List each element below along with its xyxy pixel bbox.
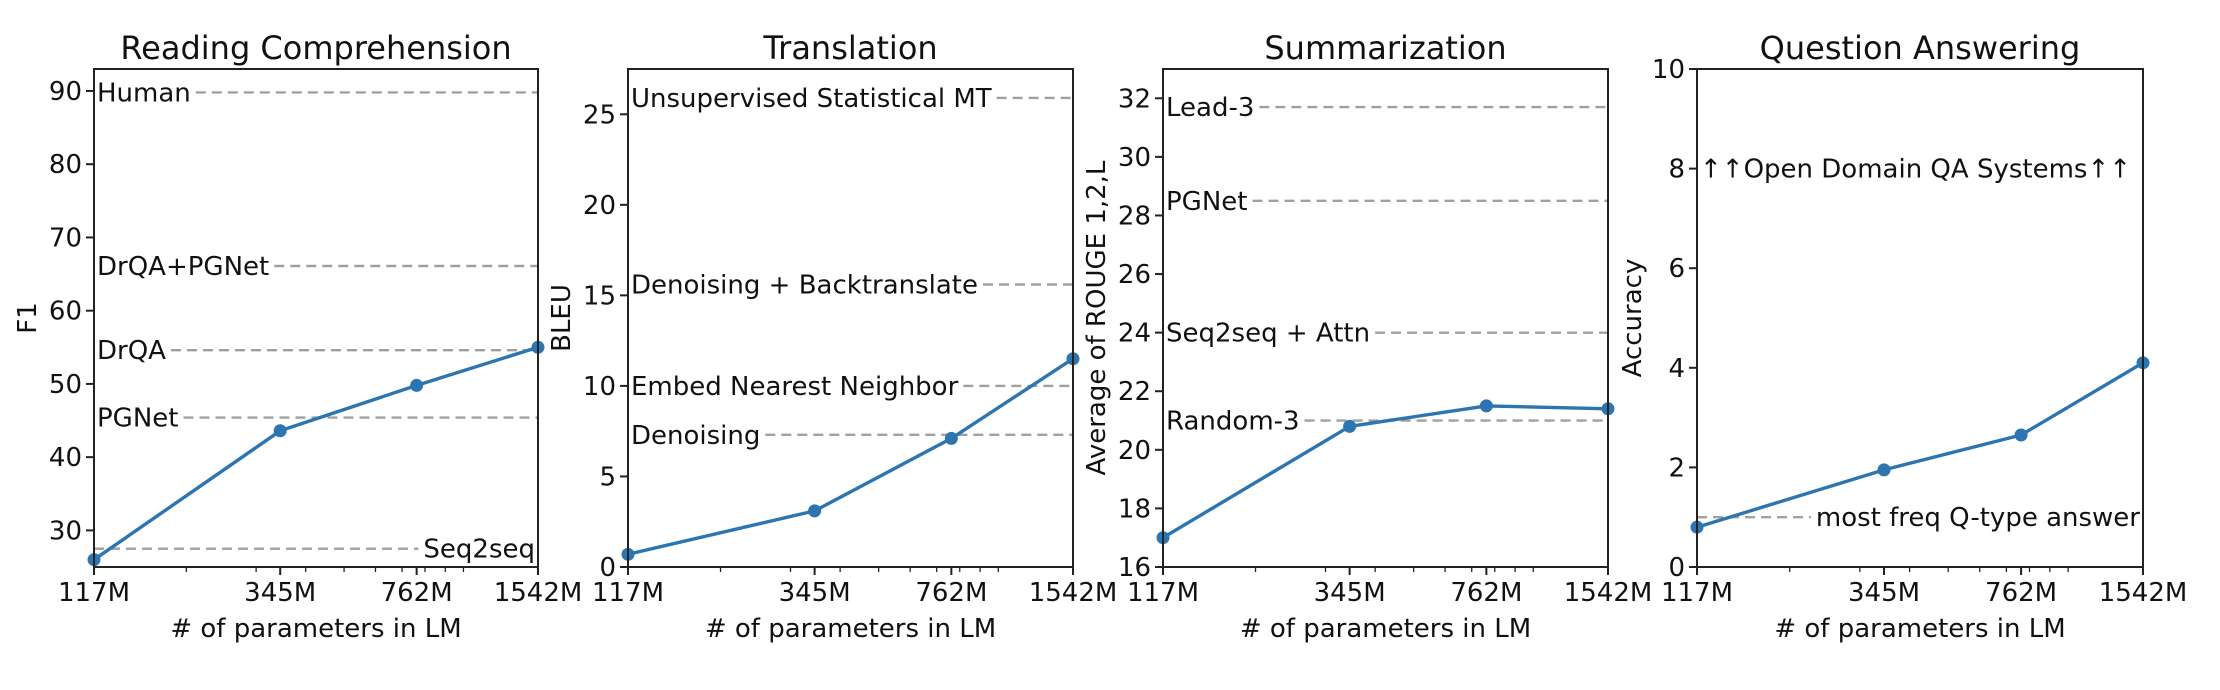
reference-label: Denoising + Backtranslate	[631, 270, 978, 300]
y-tick-label: 8	[1668, 155, 1685, 185]
x-tick-label: 117M	[1661, 578, 1733, 608]
y-tick-label: 10	[583, 372, 616, 402]
reference-label: DrQA	[97, 336, 166, 366]
chart-title: Summarization	[1264, 29, 1506, 67]
y-tick-label: 16	[1118, 553, 1151, 583]
x-tick-label: 117M	[592, 578, 664, 608]
y-tick-label: 22	[1118, 377, 1151, 407]
y-axis-label: Accuracy	[1618, 259, 1648, 378]
reference-label: Unsupervised Statistical MT	[631, 84, 992, 114]
y-tick-label: 30	[49, 516, 82, 546]
chart-title: Translation	[762, 29, 937, 67]
x-tick-label: 345M	[244, 578, 316, 608]
y-tick-label: 20	[1118, 436, 1151, 466]
plot-frame	[93, 68, 539, 568]
reference-label: Human	[97, 78, 191, 108]
reference-label: Embed Nearest Neighbor	[631, 372, 959, 402]
reference-label: DrQA+PGNet	[97, 252, 269, 282]
chart-panel-4: most freq Q-type answer ↑↑Open Domain QA …	[1618, 29, 2187, 644]
y-tick-label: 26	[1118, 260, 1151, 290]
y-axis-label: F1	[13, 302, 43, 334]
y-tick-label: 30	[1118, 143, 1151, 173]
y-tick-label: 25	[583, 100, 616, 130]
y-tick-label: 6	[1668, 254, 1685, 284]
chart-panel-3: Lead-3 PGNet Seq2seq + Attn Random-3 16 18 20 2…	[1082, 29, 1652, 644]
x-tick-label: 762M	[1985, 578, 2057, 608]
y-tick-label: 15	[583, 281, 616, 311]
y-tick-label: 18	[1118, 494, 1151, 524]
y-tick-label: 4	[1668, 354, 1685, 384]
annotation-label: ↑↑Open Domain QA Systems↑↑	[1700, 155, 2131, 185]
reference-label: Random-3	[1166, 407, 1300, 437]
series-line	[627, 357, 1074, 556]
y-tick-label: 70	[49, 223, 82, 253]
chart-panel-2: Unsupervised Statistical MT Denoising + B…	[547, 29, 1117, 644]
data-point	[944, 431, 958, 445]
series-line	[1162, 404, 1609, 540]
x-tick-label: 117M	[58, 578, 130, 608]
series-line	[1696, 361, 2144, 529]
series-line	[93, 345, 539, 562]
data-point	[273, 424, 287, 438]
y-tick-label: 28	[1118, 201, 1151, 231]
data-point	[1343, 419, 1357, 433]
y-tick-label: 32	[1118, 84, 1151, 114]
x-tick-label: 1542M	[2099, 578, 2188, 608]
y-tick-label: 20	[583, 191, 616, 221]
plot-frame	[1162, 68, 1609, 568]
y-axis-label: BLEU	[547, 284, 577, 352]
y-tick-label: 80	[49, 150, 82, 180]
data-point	[410, 378, 424, 392]
reference-label: Lead-3	[1166, 93, 1254, 123]
reference-label: PGNet	[97, 404, 178, 434]
plot-frame	[627, 68, 1074, 568]
data-point	[2014, 428, 2028, 442]
x-tick-label: 1542M	[494, 578, 583, 608]
plot-frame	[1696, 68, 2144, 568]
x-tick-label: 1542M	[1564, 578, 1653, 608]
x-axis-label: # of parameters in LM	[1240, 614, 1531, 644]
reference-label: PGNet	[1166, 187, 1247, 217]
x-tick-label: 345M	[1314, 578, 1386, 608]
chart-title: Question Answering	[1760, 29, 2081, 67]
reference-label: Seq2seq + Attn	[1166, 319, 1370, 349]
y-tick-label: 60	[49, 297, 82, 327]
data-point	[1877, 463, 1891, 477]
y-tick-label: 24	[1118, 319, 1151, 349]
x-axis-label: # of parameters in LM	[1774, 614, 2065, 644]
y-tick-label: 10	[1652, 55, 1685, 85]
chart-panel-1: Human DrQA+PGNet DrQA PGNet Seq2seq 30 40 50 60 7…	[13, 29, 582, 644]
x-tick-label: 1542M	[1029, 578, 1118, 608]
reference-label: Seq2seq	[423, 535, 535, 565]
reference-label: most freq Q-type answer	[1816, 503, 2140, 533]
y-axis-label: Average of ROUGE 1,2,L	[1082, 160, 1112, 475]
x-tick-label: 345M	[1848, 578, 1920, 608]
x-tick-label: 117M	[1127, 578, 1199, 608]
y-tick-label: 0	[599, 553, 616, 583]
y-tick-label: 0	[1668, 553, 1685, 583]
y-tick-label: 2	[1668, 453, 1685, 483]
y-tick-label: 50	[49, 370, 82, 400]
reference-label: Denoising	[631, 421, 760, 451]
y-tick-label: 90	[49, 77, 82, 107]
x-axis-label: # of parameters in LM	[170, 614, 461, 644]
chart-title: Reading Comprehension	[120, 29, 511, 67]
x-axis-label: # of parameters in LM	[705, 614, 996, 644]
y-tick-label: 40	[49, 443, 82, 473]
x-tick-label: 762M	[1450, 578, 1522, 608]
x-tick-label: 762M	[915, 578, 987, 608]
y-tick-label: 5	[599, 462, 616, 492]
x-tick-label: 762M	[381, 578, 453, 608]
data-point	[808, 504, 822, 518]
data-point	[1479, 399, 1493, 413]
x-tick-label: 345M	[779, 578, 851, 608]
